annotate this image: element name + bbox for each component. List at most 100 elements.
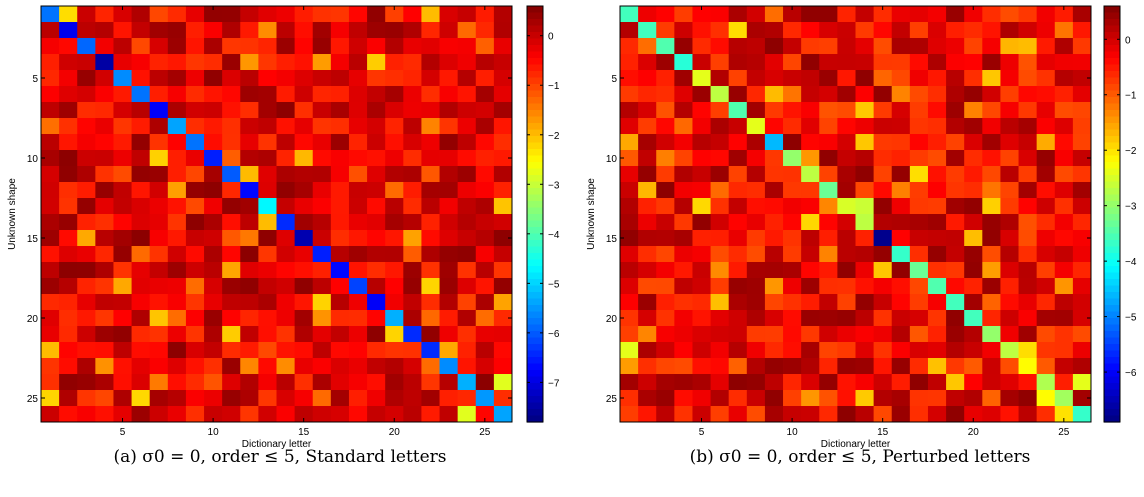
colorbar-segment <box>527 58 543 66</box>
heatmap-cell <box>41 102 60 119</box>
colorbar-segment <box>527 259 543 267</box>
heatmap-cell <box>1054 38 1074 55</box>
heatmap-cell <box>131 230 151 247</box>
heatmap-cell <box>149 358 169 375</box>
colorbar-segment <box>1104 116 1120 124</box>
heatmap-cell <box>77 54 96 71</box>
heatmap-cell <box>330 390 350 407</box>
heatmap-cell <box>149 246 169 263</box>
heatmap-cell <box>131 390 151 407</box>
heatmap-cell <box>403 390 422 407</box>
heatmap-cell <box>167 326 187 343</box>
heatmap-cell <box>783 150 802 167</box>
heatmap-cell <box>873 6 893 23</box>
heatmap-cell <box>185 134 205 151</box>
heatmap-cell <box>276 102 296 119</box>
heatmap-cell <box>674 214 693 231</box>
heatmap-cell <box>330 70 350 87</box>
heatmap-cell <box>620 134 639 151</box>
heatmap-cell <box>95 278 114 295</box>
heatmap-cell <box>59 150 78 167</box>
heatmap-cell <box>946 374 965 391</box>
heatmap-cell <box>59 182 78 199</box>
heatmap-cell <box>873 102 893 119</box>
heatmap-cell <box>728 230 748 247</box>
heatmap-cell <box>493 390 513 407</box>
heatmap-cell <box>1072 374 1092 391</box>
heatmap-cell <box>764 22 784 39</box>
heatmap-cell <box>909 22 929 39</box>
heatmap-cell <box>403 22 422 39</box>
heatmap-cell <box>77 214 96 231</box>
heatmap-cell <box>348 102 368 119</box>
heatmap-cell <box>764 198 784 215</box>
heatmap-cell <box>620 102 639 119</box>
heatmap-cell <box>1054 22 1074 39</box>
heatmap-cell <box>837 294 856 311</box>
heatmap-cell <box>728 310 748 327</box>
heatmap-cell <box>131 262 151 279</box>
heatmap-cell <box>692 182 711 199</box>
heatmap-cell <box>1072 22 1092 39</box>
heatmap-cell <box>638 166 657 183</box>
heatmap-cell <box>855 358 875 375</box>
colorbar-segment <box>1104 123 1120 131</box>
heatmap-cell <box>149 134 169 151</box>
heatmap-cell <box>77 326 96 343</box>
heatmap-cell <box>222 118 241 135</box>
heatmap-cell <box>1000 374 1019 391</box>
heatmap-cell <box>457 54 477 71</box>
heatmap-cell <box>149 54 169 71</box>
heatmap-cell <box>475 214 495 231</box>
heatmap-cell <box>783 134 802 151</box>
heatmap-cell <box>620 342 639 359</box>
heatmap-cell <box>149 198 169 215</box>
heatmap-cell <box>312 38 332 55</box>
heatmap-cell <box>1000 262 1019 279</box>
heatmap-cell <box>330 150 350 167</box>
heatmap-cell <box>59 38 78 55</box>
heatmap-cell <box>692 214 711 231</box>
heatmap-cell <box>258 166 277 183</box>
heatmap-cell <box>728 406 748 423</box>
heatmap-cell <box>185 262 205 279</box>
heatmap-cell <box>1018 6 1038 23</box>
heatmap-cell <box>367 38 386 55</box>
heatmap-cell <box>764 342 784 359</box>
heatmap-cell <box>276 22 296 39</box>
heatmap-cell <box>1018 86 1038 103</box>
heatmap-cell <box>946 294 965 311</box>
heatmap-cell <box>1036 246 1056 263</box>
heatmap-cell <box>222 134 241 151</box>
heatmap-cell <box>113 294 132 311</box>
heatmap-cell <box>421 86 440 103</box>
heatmap-cell <box>819 22 838 39</box>
heatmap-cell <box>909 278 929 295</box>
heatmap-cell <box>131 294 151 311</box>
heatmap-cell <box>783 374 802 391</box>
colorbar-segment <box>1104 253 1120 261</box>
heatmap-cell <box>638 358 657 375</box>
heatmap-cell <box>77 198 96 215</box>
heatmap-cell <box>240 390 259 407</box>
heatmap-cell <box>656 166 675 183</box>
heatmap-cell <box>891 6 911 23</box>
heatmap-cell <box>457 294 477 311</box>
heatmap-cell <box>185 150 205 167</box>
heatmap-cell <box>674 326 693 343</box>
heatmap-cell <box>873 70 893 87</box>
heatmap-cell <box>692 294 711 311</box>
heatmap-cell <box>367 102 386 119</box>
heatmap-cell <box>240 262 259 279</box>
heatmap-cell <box>294 246 314 263</box>
colorbar-segment <box>527 162 543 170</box>
heatmap-cell <box>348 86 368 103</box>
heatmap-cell <box>909 358 929 375</box>
heatmap-cell <box>746 278 766 295</box>
colorbar-segment <box>1104 266 1120 274</box>
heatmap-cell <box>674 70 693 87</box>
heatmap-cell <box>493 22 513 39</box>
heatmap-cell <box>59 390 78 407</box>
heatmap-cell <box>728 246 748 263</box>
heatmap-cell <box>95 374 114 391</box>
